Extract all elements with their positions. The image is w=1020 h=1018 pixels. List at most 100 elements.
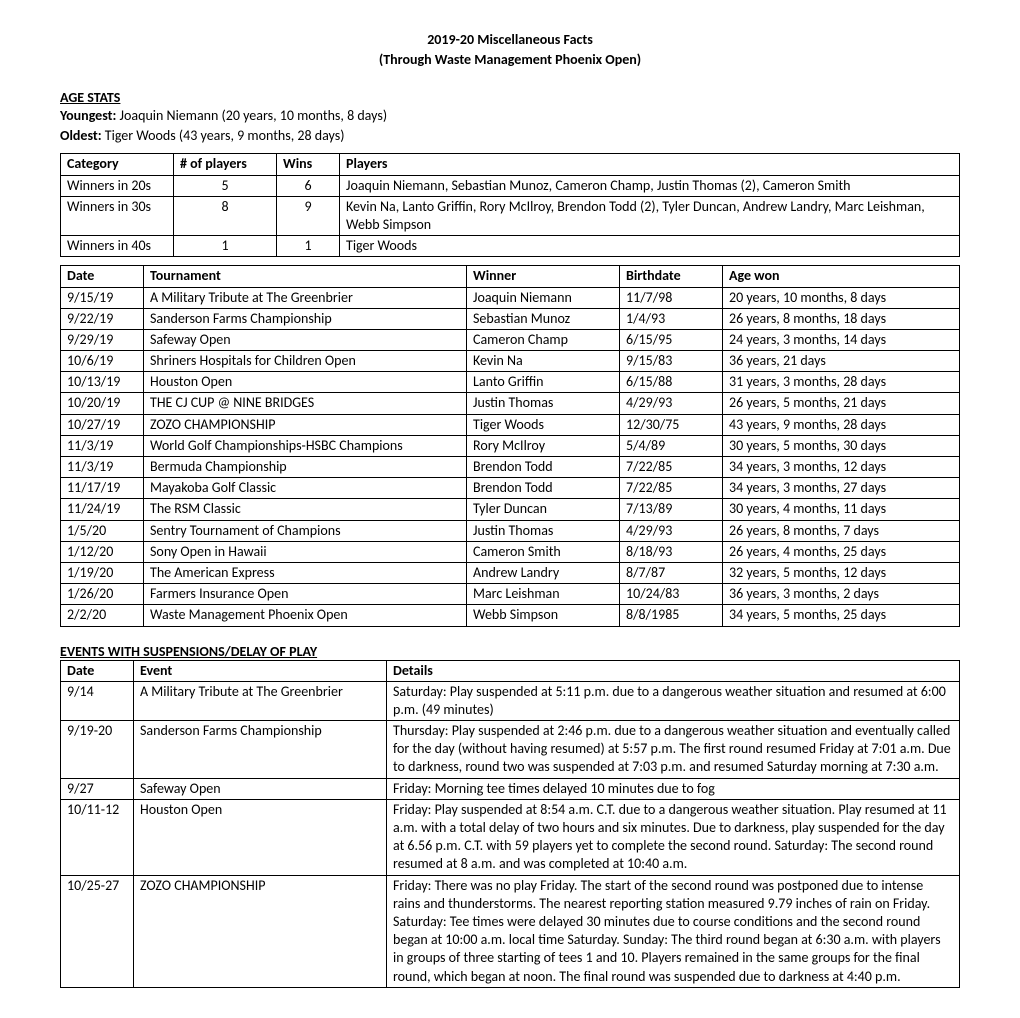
table-cell: The RSM Classic	[144, 499, 467, 520]
table-cell: Cameron Smith	[467, 541, 620, 562]
suspensions-table: DateEventDetails9/14A Military Tribute a…	[60, 660, 960, 988]
column-header: Players	[340, 154, 960, 175]
table-cell: Brendon Todd	[467, 478, 620, 499]
table-cell: Tiger Woods	[340, 236, 960, 257]
table-row: 2/2/20Waste Management Phoenix OpenWebb …	[61, 605, 960, 626]
table-cell: 24 years, 3 months, 14 days	[723, 329, 960, 350]
table-cell: 11/3/19	[61, 457, 144, 478]
table-cell: 36 years, 3 months, 2 days	[723, 584, 960, 605]
table-cell: 7/13/89	[620, 499, 723, 520]
table-row: 9/27Safeway OpenFriday: Morning tee time…	[61, 778, 960, 799]
table-cell: Thursday: Play suspended at 2:46 p.m. du…	[387, 721, 960, 779]
table-cell: The American Express	[144, 562, 467, 583]
table-cell: ZOZO CHAMPIONSHIP	[144, 414, 467, 435]
column-header: Winner	[467, 266, 620, 287]
table-cell: Andrew Landry	[467, 562, 620, 583]
winners-table: DateTournamentWinnerBirthdateAge won9/15…	[60, 265, 960, 626]
table-cell: 26 years, 5 months, 21 days	[723, 393, 960, 414]
table-cell: 26 years, 8 months, 18 days	[723, 308, 960, 329]
table-row: 9/22/19Sanderson Farms ChampionshipSebas…	[61, 308, 960, 329]
table-row: 11/17/19Mayakoba Golf ClassicBrendon Tod…	[61, 478, 960, 499]
table-cell: ZOZO CHAMPIONSHIP	[134, 875, 387, 987]
youngest-label: Youngest:	[60, 107, 120, 124]
table-cell: Brendon Todd	[467, 457, 620, 478]
table-cell: Shriners Hospitals for Children Open	[144, 351, 467, 372]
table-cell: 11/24/19	[61, 499, 144, 520]
oldest-label: Oldest:	[60, 127, 105, 144]
table-cell: 10/11-12	[61, 799, 134, 875]
table-row: 10/25-27ZOZO CHAMPIONSHIPFriday: There w…	[61, 875, 960, 987]
table-cell: Sony Open in Hawaii	[144, 541, 467, 562]
table-cell: Tiger Woods	[467, 414, 620, 435]
table-row: 9/29/19Safeway OpenCameron Champ6/15/952…	[61, 329, 960, 350]
table-cell: Bermuda Championship	[144, 457, 467, 478]
table-cell: 1/4/93	[620, 308, 723, 329]
table-cell: 11/3/19	[61, 435, 144, 456]
table-cell: 8/8/1985	[620, 605, 723, 626]
table-cell: 34 years, 3 months, 27 days	[723, 478, 960, 499]
table-cell: 9	[277, 196, 340, 235]
table-cell: 1/12/20	[61, 541, 144, 562]
table-cell: 9/15/83	[620, 351, 723, 372]
table-cell: A Military Tribute at The Greenbrier	[134, 681, 387, 720]
table-cell: Sebastian Munoz	[467, 308, 620, 329]
table-cell: 6/15/88	[620, 372, 723, 393]
table-cell: 8	[174, 196, 277, 235]
table-row: 11/3/19Bermuda ChampionshipBrendon Todd7…	[61, 457, 960, 478]
table-cell: Kevin Na	[467, 351, 620, 372]
oldest-value: Tiger Woods (43 years, 9 months, 28 days…	[105, 127, 345, 144]
table-cell: 34 years, 3 months, 12 days	[723, 457, 960, 478]
oldest-line: Oldest: Tiger Woods (43 years, 9 months,…	[60, 126, 960, 146]
table-cell: 5	[174, 175, 277, 196]
table-cell: 10/24/83	[620, 584, 723, 605]
table-cell: 2/2/20	[61, 605, 144, 626]
table-cell: 9/15/19	[61, 287, 144, 308]
table-row: Winners in 30s89Kevin Na, Lanto Griffin,…	[61, 196, 960, 235]
table-cell: 34 years, 5 months, 25 days	[723, 605, 960, 626]
table-cell: World Golf Championships-HSBC Champions	[144, 435, 467, 456]
table-cell: 1/5/20	[61, 520, 144, 541]
table-cell: Waste Management Phoenix Open	[144, 605, 467, 626]
table-row: 10/11-12Houston OpenFriday: Play suspend…	[61, 799, 960, 875]
table-cell: 8/18/93	[620, 541, 723, 562]
table-cell: THE CJ CUP @ NINE BRIDGES	[144, 393, 467, 414]
suspensions-heading: EVENTS WITH SUSPENSIONS/DELAY OF PLAY	[60, 643, 960, 660]
table-cell: 11/17/19	[61, 478, 144, 499]
table-cell: 8/7/87	[620, 562, 723, 583]
youngest-value: Joaquin Niemann (20 years, 10 months, 8 …	[120, 107, 388, 124]
table-cell: 5/4/89	[620, 435, 723, 456]
age-stats-heading: AGE STATS	[60, 89, 960, 106]
table-cell: 9/14	[61, 681, 134, 720]
table-cell: Justin Thomas	[467, 520, 620, 541]
table-row: 1/5/20Sentry Tournament of ChampionsJust…	[61, 520, 960, 541]
table-cell: 1	[174, 236, 277, 257]
table-cell: Houston Open	[144, 372, 467, 393]
title-line-2: (Through Waste Management Phoenix Open)	[60, 50, 960, 70]
table-cell: Rory McIlroy	[467, 435, 620, 456]
table-cell: Kevin Na, Lanto Griffin, Rory McIlroy, B…	[340, 196, 960, 235]
table-cell: 9/19-20	[61, 721, 134, 779]
table-cell: Joaquin Niemann	[467, 287, 620, 308]
table-cell: 6/15/95	[620, 329, 723, 350]
table-cell: Sanderson Farms Championship	[144, 308, 467, 329]
table-row: 11/24/19The RSM ClassicTyler Duncan7/13/…	[61, 499, 960, 520]
table-cell: 10/13/19	[61, 372, 144, 393]
table-cell: 12/30/75	[620, 414, 723, 435]
age-category-table: Category# of playersWinsPlayersWinners i…	[60, 153, 960, 257]
column-header: Wins	[277, 154, 340, 175]
table-row: 9/14A Military Tribute at The Greenbrier…	[61, 681, 960, 720]
table-cell: Friday: Play suspended at 8:54 a.m. C.T.…	[387, 799, 960, 875]
table-cell: 7/22/85	[620, 457, 723, 478]
table-row: 1/12/20Sony Open in HawaiiCameron Smith8…	[61, 541, 960, 562]
table-row: 9/15/19A Military Tribute at The Greenbr…	[61, 287, 960, 308]
table-cell: Farmers Insurance Open	[144, 584, 467, 605]
table-cell: Sentry Tournament of Champions	[144, 520, 467, 541]
table-row: 9/19-20Sanderson Farms ChampionshipThurs…	[61, 721, 960, 779]
table-cell: 10/6/19	[61, 351, 144, 372]
table-cell: Safeway Open	[134, 778, 387, 799]
table-cell: 32 years, 5 months, 12 days	[723, 562, 960, 583]
table-cell: 1	[277, 236, 340, 257]
table-row: 11/3/19World Golf Championships-HSBC Cha…	[61, 435, 960, 456]
table-cell: 4/29/93	[620, 520, 723, 541]
table-row: 10/20/19THE CJ CUP @ NINE BRIDGESJustin …	[61, 393, 960, 414]
